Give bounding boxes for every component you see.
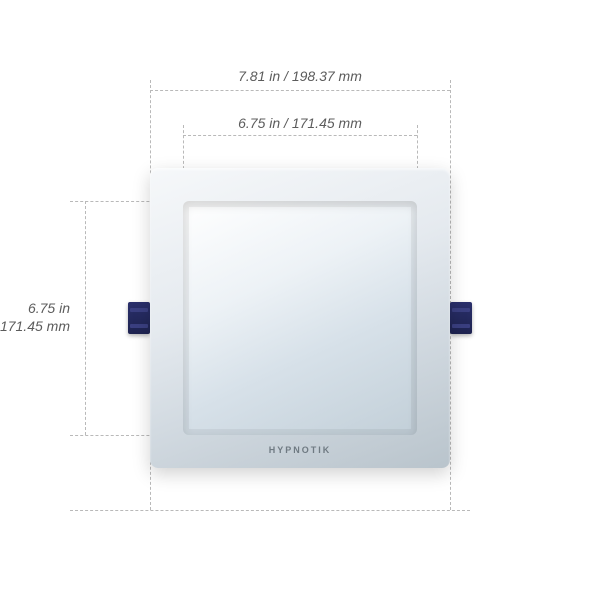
label-side-line1: 6.75 in: [28, 300, 70, 316]
rule-outer-width: [150, 90, 450, 91]
label-side-height: 6.75 in 171.45 mm: [0, 300, 70, 335]
label-outer-width: 7.81 in / 198.37 mm: [150, 68, 450, 84]
rule-inner-width: [183, 135, 417, 136]
clip-left: [128, 302, 150, 334]
clip-right: [450, 302, 472, 334]
label-inner-width: 6.75 in / 171.45 mm: [183, 115, 417, 131]
fixture-screen: [183, 201, 417, 435]
guide-outer-right: [450, 80, 451, 510]
label-side-line2: 171.45 mm: [0, 318, 70, 334]
brand-text: HYPNOTIK: [269, 445, 332, 455]
rule-side-height: [85, 201, 86, 435]
diagram-stage: 7.81 in / 198.37 mm 6.75 in / 171.45 mm …: [0, 0, 600, 600]
rule-bottom: [70, 510, 470, 511]
